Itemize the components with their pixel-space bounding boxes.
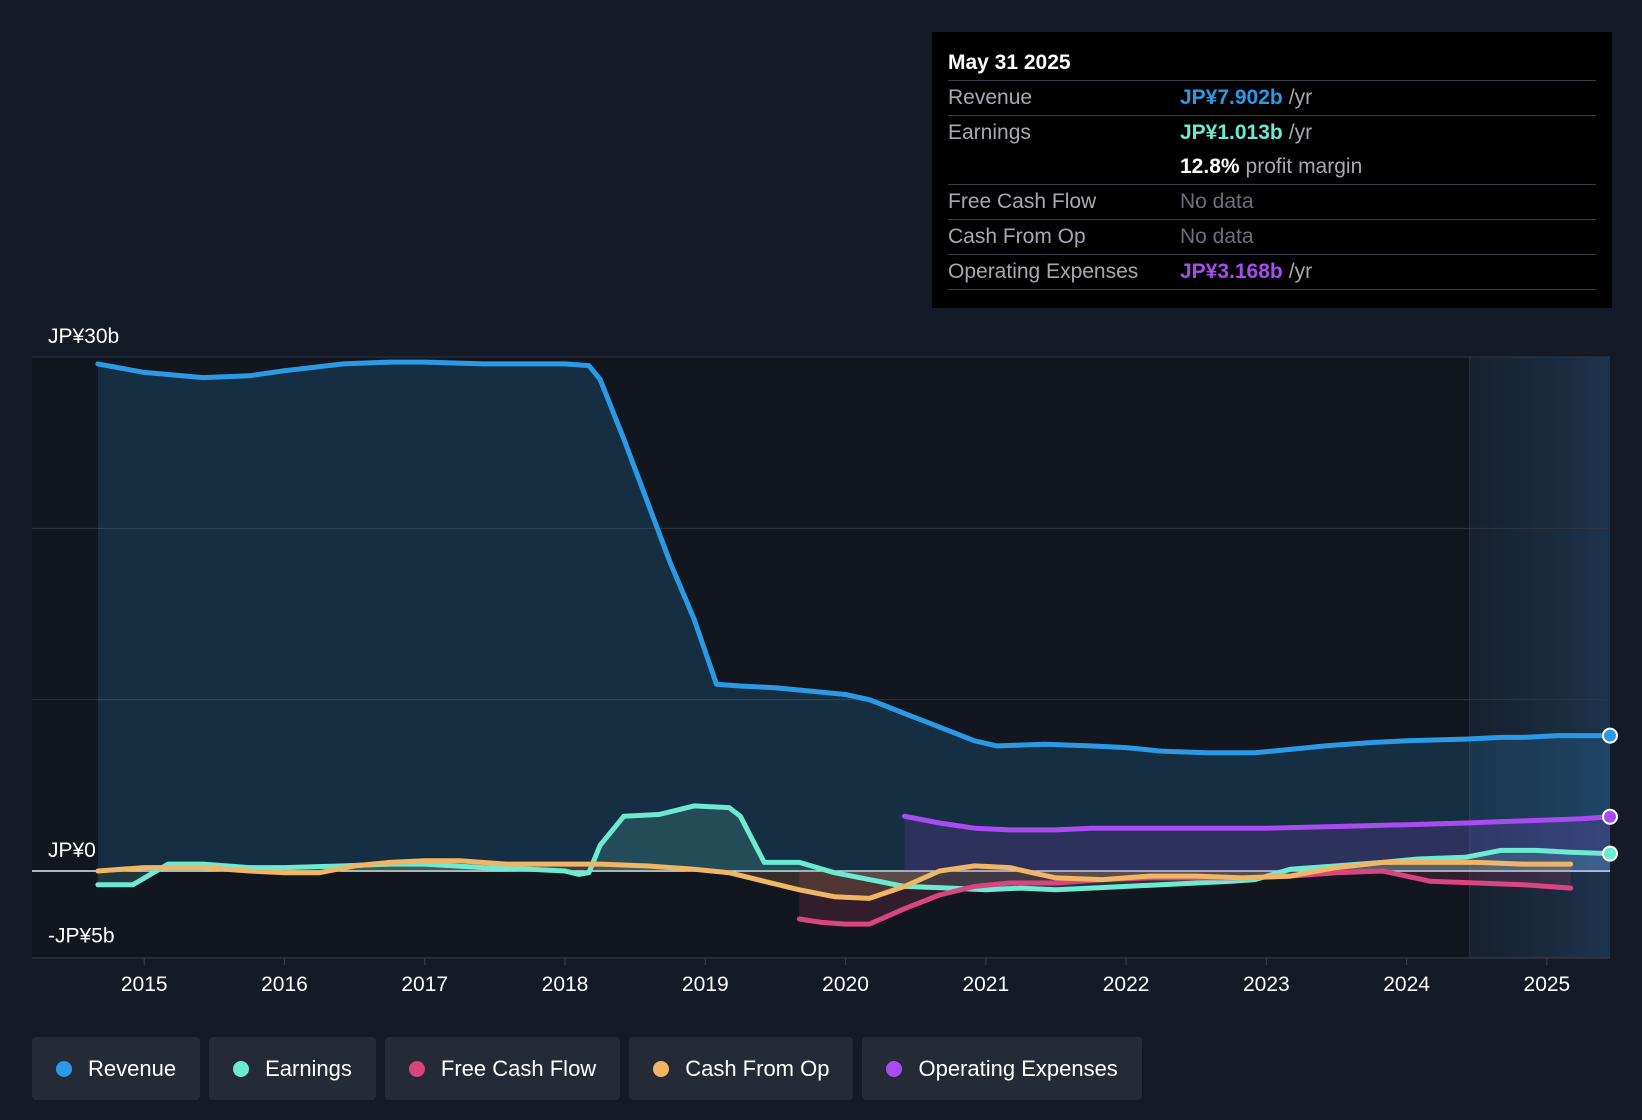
x-tick-label: 2017 bbox=[401, 973, 448, 996]
tooltip-label: Cash From Op bbox=[948, 225, 1086, 248]
legend-label: Revenue bbox=[88, 1055, 177, 1081]
area-cash-from-op bbox=[97, 860, 1571, 899]
x-tick-label: 2023 bbox=[1243, 973, 1290, 996]
tooltip-label: Operating Expenses bbox=[948, 260, 1139, 283]
legend: Revenue Earnings Free Cash Flow Cash Fro… bbox=[32, 1037, 1151, 1100]
tooltip-label bbox=[948, 150, 1180, 184]
line-operating-expenses bbox=[902, 813, 1613, 833]
legend-item-free-cash-flow[interactable]: Free Cash Flow bbox=[384, 1037, 621, 1100]
legend-item-cash-from-op[interactable]: Cash From Op bbox=[629, 1037, 854, 1100]
x-tick-label: 2016 bbox=[261, 973, 308, 996]
tooltip-value: No data bbox=[1180, 225, 1254, 248]
x-tick-label: 2020 bbox=[822, 973, 869, 996]
x-tick-label: 2025 bbox=[1524, 973, 1571, 996]
tooltip-unit: /yr bbox=[1288, 86, 1313, 109]
forecast-region bbox=[1469, 357, 1610, 958]
legend-item-operating-expenses[interactable]: Operating Expenses bbox=[862, 1037, 1142, 1100]
tooltip-row-free-cash-flow: Free Cash Flow No data bbox=[948, 185, 1596, 220]
line-cash-from-op bbox=[95, 858, 1574, 901]
tooltip-row-profit-margin: 12.8% profit margin bbox=[948, 150, 1596, 185]
legend-label: Earnings bbox=[265, 1055, 352, 1081]
tooltip-date: May 31 2025 bbox=[948, 46, 1596, 81]
x-tick-label: 2022 bbox=[1103, 973, 1150, 996]
area-revenue bbox=[97, 362, 1610, 871]
tooltip-unit: /yr bbox=[1288, 121, 1313, 144]
x-tick-label: 2021 bbox=[962, 973, 1009, 996]
legend-dot-icon bbox=[408, 1060, 425, 1077]
tooltip-value: JP¥7.902b bbox=[1180, 86, 1283, 109]
legend-dot-icon bbox=[233, 1060, 250, 1077]
x-tick-label: 2024 bbox=[1383, 973, 1430, 996]
tooltip-row-earnings: Earnings JP¥1.013b /yr bbox=[948, 116, 1596, 150]
tooltip-value: No data bbox=[1180, 190, 1254, 213]
tooltip-label: Free Cash Flow bbox=[948, 190, 1097, 213]
legend-label: Free Cash Flow bbox=[440, 1055, 597, 1081]
endpoint-revenue bbox=[1602, 727, 1618, 744]
tooltip-value: JP¥1.013b bbox=[1180, 121, 1283, 144]
y-tick-label: JP¥0 bbox=[48, 839, 96, 862]
tooltip-value: JP¥3.168b bbox=[1180, 260, 1283, 283]
endpoint-earnings bbox=[1602, 845, 1618, 862]
tooltip-row-cash-from-op: Cash From Op No data bbox=[948, 220, 1596, 255]
tooltip-value: 12.8% bbox=[1180, 155, 1240, 178]
tooltip-label: Revenue bbox=[948, 86, 1033, 109]
legend-dot-icon bbox=[886, 1060, 903, 1077]
legend-label: Operating Expenses bbox=[918, 1055, 1118, 1081]
x-tick-label: 2019 bbox=[682, 973, 729, 996]
y-tick-label: JP¥30b bbox=[48, 325, 119, 348]
legend-item-revenue[interactable]: Revenue bbox=[32, 1037, 201, 1100]
tooltip-unit: /yr bbox=[1288, 260, 1313, 283]
legend-dot-icon bbox=[653, 1060, 670, 1077]
tooltip: May 31 2025 Revenue JP¥7.902b /yr Earnin… bbox=[932, 32, 1612, 308]
plot-background bbox=[32, 357, 1610, 958]
legend-dot-icon bbox=[56, 1060, 72, 1077]
y-tick-label: -JP¥5b bbox=[48, 925, 115, 948]
tooltip-row-operating-expenses: Operating Expenses JP¥3.168b /yr bbox=[948, 255, 1596, 290]
tooltip-label: Earnings bbox=[948, 121, 1031, 144]
x-tick-label: 2018 bbox=[542, 973, 589, 996]
legend-item-earnings[interactable]: Earnings bbox=[209, 1037, 376, 1100]
tooltip-unit: profit margin bbox=[1245, 155, 1363, 178]
tooltip-row-revenue: Revenue JP¥7.902b /yr bbox=[948, 81, 1596, 116]
legend-label: Cash From Op bbox=[685, 1055, 830, 1081]
line-revenue bbox=[95, 359, 1613, 756]
endpoint-operating-expenses bbox=[1602, 808, 1618, 825]
x-tick-label: 2015 bbox=[121, 973, 168, 996]
